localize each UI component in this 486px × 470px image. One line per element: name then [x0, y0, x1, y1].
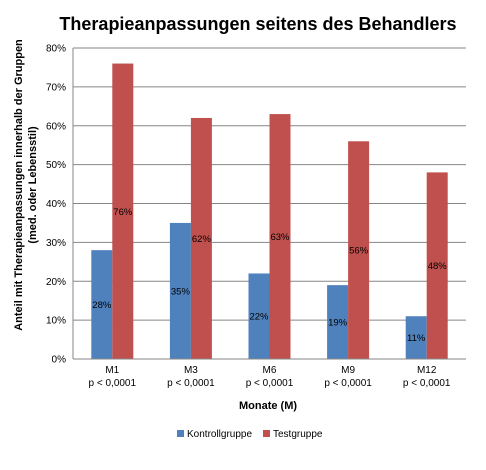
chart-title: Therapieanpassungen seitens des Behandle…	[59, 14, 456, 34]
x-tick-label: M9	[341, 365, 355, 376]
data-label: 35%	[171, 286, 191, 297]
data-label: 76%	[113, 207, 133, 218]
bar-testgruppe-m1	[112, 63, 134, 360]
y-tick-label: 30%	[46, 238, 66, 249]
x-tick-labels: M1 p < 0,0001 M3 p < 0,0001 M6 p < 0,0001 M9 p …	[89, 365, 451, 389]
y-axis-label-line1: Anteil mit Therapieanpassungen innerhalb…	[13, 39, 25, 331]
x-tick-sublabel: p < 0,0001	[167, 378, 215, 389]
bar-testgruppe-m9	[348, 141, 370, 359]
bar-kontrollgruppe-m6	[248, 273, 270, 359]
x-tick-label: M12	[417, 365, 437, 376]
y-tick-label: 80%	[46, 44, 66, 55]
legend: Kontrollgruppe Testgruppe	[177, 429, 323, 440]
x-tick-sublabel: p < 0,0001	[246, 378, 294, 389]
y-tick-label: 60%	[46, 121, 66, 132]
legend-label-testgruppe: Testgruppe	[273, 429, 323, 440]
data-labels: 28% 76% 35% 62% 22% 63% 19% 56% 11% 48%	[92, 207, 447, 344]
bar-kontrollgruppe-m9	[327, 285, 349, 359]
data-label: 48%	[428, 261, 448, 272]
y-tick-label: 20%	[46, 277, 66, 288]
data-label: 62%	[192, 234, 212, 245]
bar-kontrollgruppe-m12	[405, 316, 427, 359]
legend-label-kontrollgruppe: Kontrollgruppe	[187, 429, 252, 440]
x-tick-sublabel: p < 0,0001	[324, 378, 372, 389]
bar-testgruppe-m6	[269, 114, 291, 360]
y-tick-label: 10%	[46, 316, 66, 327]
y-axis-label-line2: (med. oder Lebensstil)	[27, 126, 39, 244]
bar-kontrollgruppe-m1	[91, 250, 113, 359]
data-label: 28%	[92, 300, 112, 311]
data-label: 63%	[270, 232, 290, 243]
y-tick-label: 0%	[52, 355, 67, 366]
x-tick-label: M1	[105, 365, 119, 376]
y-tick-label: 50%	[46, 160, 66, 171]
data-label: 56%	[349, 246, 369, 257]
x-tick-label: M3	[184, 365, 198, 376]
x-tick-sublabel: p < 0,0001	[403, 378, 451, 389]
bars	[91, 63, 448, 360]
y-tick-labels: 0% 10% 20% 30% 40% 50% 60% 70% 80%	[46, 44, 66, 366]
x-tick-sublabel: p < 0,0001	[89, 378, 137, 389]
data-label: 11%	[407, 333, 426, 344]
bar-testgruppe-m12	[426, 172, 448, 359]
bar-testgruppe-m3	[190, 117, 212, 359]
data-label: 22%	[249, 312, 269, 323]
data-label: 19%	[328, 318, 348, 329]
x-tick-label: M6	[263, 365, 277, 376]
legend-swatch-kontrollgruppe	[177, 430, 184, 437]
y-tick-label: 40%	[46, 199, 66, 210]
bar-kontrollgruppe-m3	[169, 222, 191, 359]
y-tick-label: 70%	[46, 82, 66, 93]
x-axis-label: Monate (M)	[239, 400, 297, 412]
legend-swatch-testgruppe	[263, 430, 270, 437]
